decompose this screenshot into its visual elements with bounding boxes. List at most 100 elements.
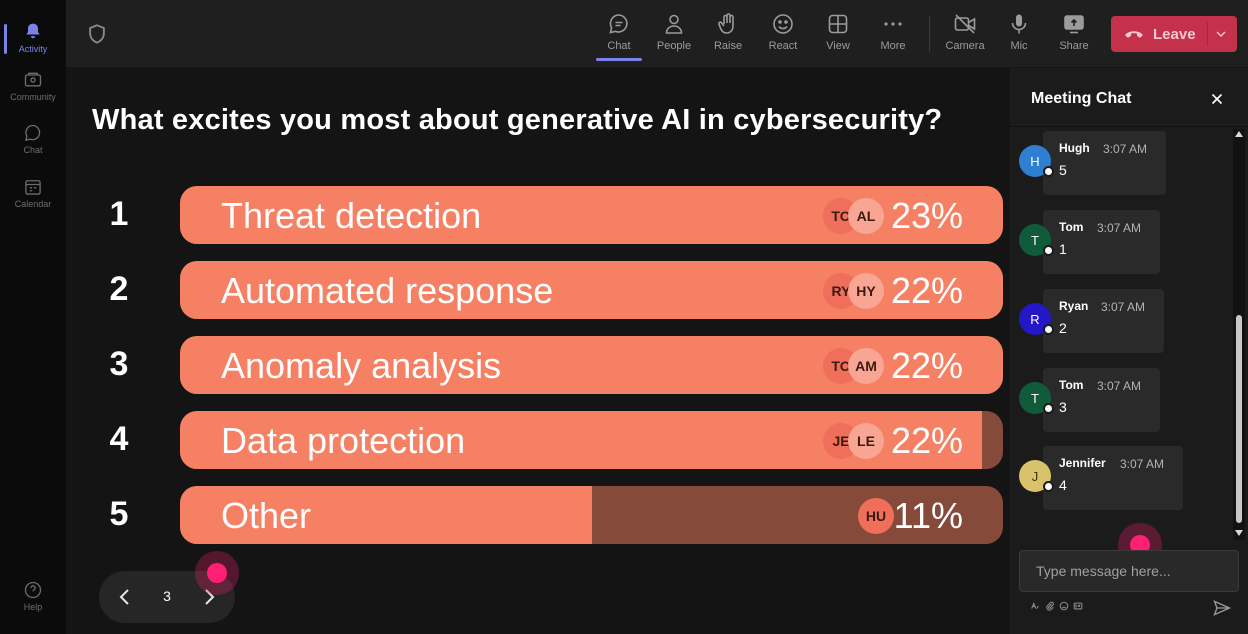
people-button[interactable]: People bbox=[649, 8, 699, 60]
view-button[interactable]: View bbox=[813, 8, 863, 60]
chevron-left-icon[interactable] bbox=[113, 585, 137, 609]
message-time: 3:07 AM bbox=[1120, 457, 1165, 471]
option-rank: 5 bbox=[109, 495, 129, 533]
option-percent: 22% bbox=[890, 270, 963, 311]
poll-option[interactable]: 4 Data protection JE LE 22% bbox=[66, 411, 1010, 471]
raise-hand-button[interactable]: Raise bbox=[703, 8, 753, 60]
bell-icon bbox=[26, 23, 40, 39]
chevron-down-icon[interactable] bbox=[1213, 25, 1229, 43]
voter-avatar: LE bbox=[848, 423, 884, 459]
message-time: 3:07 AM bbox=[1097, 221, 1142, 235]
scroll-down-arrow-icon[interactable] bbox=[1235, 530, 1243, 536]
rail-item-activity[interactable]: Activity bbox=[0, 12, 66, 64]
presence-indicator bbox=[1043, 166, 1054, 177]
rail-item-chat[interactable]: Chat bbox=[0, 113, 66, 165]
chat-icon bbox=[609, 14, 628, 34]
send-icon[interactable] bbox=[1212, 598, 1232, 618]
voter-avatar: HU bbox=[858, 498, 894, 534]
more-icon bbox=[884, 22, 902, 26]
format-icon[interactable] bbox=[1030, 601, 1040, 611]
leave-button[interactable]: Leave bbox=[1111, 16, 1237, 52]
rail-item-help[interactable]: Help bbox=[0, 570, 66, 622]
meeting-chat-panel: Meeting Chat Hugh 3:07 AM 5 H Tom 3:07 A… bbox=[1010, 68, 1248, 634]
message-input[interactable] bbox=[1020, 551, 1238, 591]
close-icon[interactable] bbox=[1208, 90, 1226, 108]
grid-icon bbox=[828, 14, 848, 34]
attach-icon[interactable] bbox=[1045, 601, 1055, 611]
sender-name: Tom bbox=[1059, 378, 1084, 392]
chat-button[interactable]: Chat bbox=[594, 8, 644, 61]
message-text: 4 bbox=[1059, 477, 1067, 493]
message-bubble: Jennifer 3:07 AM 4 bbox=[1043, 446, 1183, 510]
people-icon bbox=[665, 14, 683, 34]
share-screen-icon bbox=[1064, 15, 1084, 34]
message-bubble: Hugh 3:07 AM 5 bbox=[1043, 131, 1166, 195]
chat-message: Tom 3:07 AM 3 T bbox=[1019, 368, 1219, 432]
option-label: Anomaly analysis bbox=[221, 345, 502, 386]
option-percent: 23% bbox=[890, 195, 963, 236]
hang-up-icon bbox=[1125, 31, 1143, 38]
rail-label: Community bbox=[10, 92, 56, 102]
pointer-indicator bbox=[207, 563, 227, 583]
poll-stage: What excites you most about generative A… bbox=[66, 68, 1010, 634]
sender-name: Hugh bbox=[1059, 141, 1090, 155]
message-time: 3:07 AM bbox=[1097, 379, 1142, 393]
help-icon bbox=[24, 581, 42, 599]
gif-icon[interactable] bbox=[1073, 601, 1083, 611]
chat-icon bbox=[25, 124, 41, 141]
mic-button[interactable]: Mic bbox=[994, 8, 1044, 60]
option-rank: 4 bbox=[109, 420, 129, 458]
emoji-icon[interactable] bbox=[1059, 601, 1069, 611]
microphone-icon bbox=[1011, 14, 1027, 34]
camera-button[interactable]: Camera bbox=[940, 8, 990, 60]
scrollbar-thumb[interactable] bbox=[1236, 315, 1242, 523]
presence-indicator bbox=[1043, 481, 1054, 492]
chat-scrollbar[interactable] bbox=[1233, 129, 1245, 540]
shield-icon[interactable] bbox=[86, 22, 108, 46]
more-button[interactable]: More bbox=[868, 8, 918, 60]
rail-item-community[interactable]: Community bbox=[0, 60, 66, 112]
react-button[interactable]: React bbox=[758, 8, 808, 60]
message-time: 3:07 AM bbox=[1103, 142, 1148, 156]
rail-label: Calendar bbox=[14, 199, 52, 209]
message-bubble: Tom 3:07 AM 1 bbox=[1043, 210, 1160, 274]
chat-message: Tom 3:07 AM 1 T bbox=[1019, 210, 1219, 274]
chat-button-label: Chat bbox=[607, 40, 631, 52]
message-text: 5 bbox=[1059, 162, 1067, 178]
smiley-icon bbox=[773, 14, 793, 34]
option-bar: Data protection JE LE 22% bbox=[180, 411, 1003, 469]
chat-message: Hugh 3:07 AM 5 H bbox=[1019, 131, 1219, 195]
react-button-label: React bbox=[768, 40, 798, 52]
option-label: Data protection bbox=[221, 420, 466, 461]
view-button-label: View bbox=[826, 40, 850, 52]
option-label: Other bbox=[221, 495, 312, 536]
message-compose-box[interactable] bbox=[1019, 550, 1239, 592]
option-bar: Automated response RY HY 22% bbox=[180, 261, 1003, 319]
poll-option[interactable]: 5 Other HU 11% bbox=[66, 486, 1010, 546]
message-text: 2 bbox=[1059, 320, 1067, 336]
voter-avatar: AL bbox=[848, 198, 884, 234]
scroll-up-arrow-icon[interactable] bbox=[1235, 131, 1243, 137]
poll-option[interactable]: 1 Threat detection TO AL 23% bbox=[66, 186, 1010, 246]
poll-option[interactable]: 3 Anomaly analysis TO AM 22% bbox=[66, 336, 1010, 396]
sender-name: Ryan bbox=[1059, 299, 1089, 313]
sender-name: Jennifer bbox=[1059, 456, 1106, 470]
option-rank: 1 bbox=[109, 195, 129, 233]
chevron-right-icon[interactable] bbox=[197, 585, 221, 609]
message-text: 1 bbox=[1059, 241, 1067, 257]
hand-icon bbox=[718, 13, 734, 34]
message-time: 3:07 AM bbox=[1101, 300, 1146, 314]
option-bar: Other HU 11% bbox=[180, 486, 1003, 544]
voter-avatar: HY bbox=[848, 273, 884, 309]
raise-button-label: Raise bbox=[713, 40, 743, 52]
sender-name: Tom bbox=[1059, 220, 1084, 234]
rail-item-calendar[interactable]: Calendar bbox=[0, 167, 66, 219]
share-button[interactable]: Share bbox=[1049, 8, 1099, 60]
mic-button-label: Mic bbox=[1010, 40, 1028, 52]
option-bar: Threat detection TO AL 23% bbox=[180, 186, 1003, 244]
message-text: 3 bbox=[1059, 399, 1067, 415]
message-list: Hugh 3:07 AM 5 H Tom 3:07 AM 1 T Ryan bbox=[1010, 127, 1232, 542]
poll-option[interactable]: 2 Automated response RY HY 22% bbox=[66, 261, 1010, 321]
presence-indicator bbox=[1043, 324, 1054, 335]
option-rank: 2 bbox=[109, 270, 129, 308]
